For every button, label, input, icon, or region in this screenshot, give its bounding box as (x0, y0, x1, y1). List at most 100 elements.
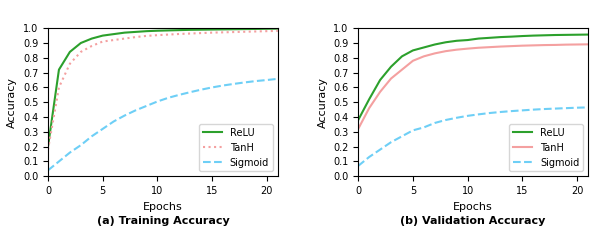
ReLU (530, 34, 537, 37)
ReLU (398, 55, 406, 58)
Sigmoid (241, 81, 248, 84)
Sigmoid (99, 127, 106, 130)
TanH (77, 51, 85, 53)
TanH (497, 45, 504, 48)
ReLU (209, 28, 216, 31)
TanH (551, 43, 559, 46)
ReLU (409, 49, 416, 52)
Sigmoid (584, 106, 592, 109)
ReLU (197, 28, 205, 31)
TanH (409, 59, 416, 62)
TanH (355, 127, 362, 130)
Sigmoid (274, 77, 281, 80)
Sigmoid (55, 160, 62, 163)
Sigmoid (431, 121, 439, 124)
ReLU (486, 36, 493, 39)
TanH (274, 29, 281, 32)
ReLU (519, 35, 526, 37)
TanH (88, 45, 95, 47)
TanH (530, 44, 537, 47)
ReLU (263, 27, 271, 30)
ReLU (121, 31, 128, 34)
Sigmoid (355, 164, 362, 167)
ReLU (187, 28, 194, 31)
TanH (541, 44, 548, 47)
ReLU (497, 36, 504, 39)
Line: Sigmoid: Sigmoid (48, 79, 278, 170)
TanH (453, 48, 460, 51)
ReLU (274, 27, 281, 30)
X-axis label: Epochs: Epochs (453, 202, 493, 212)
ReLU (165, 29, 172, 32)
TanH (388, 77, 395, 80)
TanH (398, 68, 406, 71)
TanH (263, 30, 271, 33)
Sigmoid (453, 116, 460, 119)
Sigmoid (263, 78, 271, 81)
Line: TanH: TanH (48, 31, 278, 150)
TanH (230, 31, 238, 33)
ReLU (431, 43, 439, 46)
Sigmoid (230, 82, 238, 85)
ReLU (453, 39, 460, 42)
TanH (365, 107, 373, 110)
TanH (584, 43, 592, 46)
ReLU (154, 29, 161, 32)
Sigmoid (121, 114, 128, 117)
TanH (420, 55, 427, 58)
Sigmoid (442, 119, 449, 121)
Sigmoid (398, 135, 406, 138)
TanH (475, 46, 482, 49)
Sigmoid (464, 114, 471, 117)
ReLU (176, 29, 183, 31)
ReLU (143, 30, 150, 33)
ReLU (253, 27, 260, 30)
Sigmoid (220, 84, 227, 87)
Sigmoid (519, 109, 526, 112)
TanH (121, 37, 128, 40)
Sigmoid (365, 156, 373, 158)
X-axis label: Epochs: Epochs (143, 202, 183, 212)
Sigmoid (44, 169, 52, 172)
Legend: ReLU, TanH, Sigmoid: ReLU, TanH, Sigmoid (509, 124, 583, 171)
TanH (55, 86, 62, 89)
Legend: ReLU, TanH, Sigmoid: ReLU, TanH, Sigmoid (199, 124, 273, 171)
Sigmoid (530, 108, 537, 111)
TanH (220, 31, 227, 34)
Line: ReLU: ReLU (48, 29, 278, 147)
ReLU (388, 65, 395, 68)
TanH (464, 47, 471, 50)
ReLU (551, 34, 559, 36)
ReLU (541, 34, 548, 37)
TanH (197, 32, 205, 35)
Sigmoid (541, 108, 548, 110)
Sigmoid (165, 96, 172, 99)
Line: ReLU: ReLU (358, 35, 588, 120)
TanH (44, 148, 52, 151)
Sigmoid (376, 148, 383, 151)
ReLU (420, 46, 427, 49)
ReLU (55, 68, 62, 71)
TanH (519, 44, 526, 47)
ReLU (563, 33, 570, 36)
TanH (574, 43, 581, 46)
Sigmoid (132, 109, 139, 112)
Sigmoid (563, 107, 570, 110)
Sigmoid (475, 113, 482, 116)
Sigmoid (154, 100, 161, 103)
ReLU (220, 28, 227, 31)
TanH (241, 30, 248, 33)
ReLU (584, 33, 592, 36)
TanH (209, 31, 216, 34)
TanH (99, 40, 106, 43)
ReLU (464, 39, 471, 41)
Y-axis label: Accuracy: Accuracy (7, 77, 17, 128)
Sigmoid (574, 106, 581, 109)
Sigmoid (66, 151, 73, 154)
TanH (110, 39, 117, 41)
Sigmoid (508, 110, 515, 113)
ReLU (230, 28, 238, 31)
Title: (b) Validation Accuracy: (b) Validation Accuracy (400, 216, 546, 226)
TanH (176, 33, 183, 35)
TanH (154, 34, 161, 37)
